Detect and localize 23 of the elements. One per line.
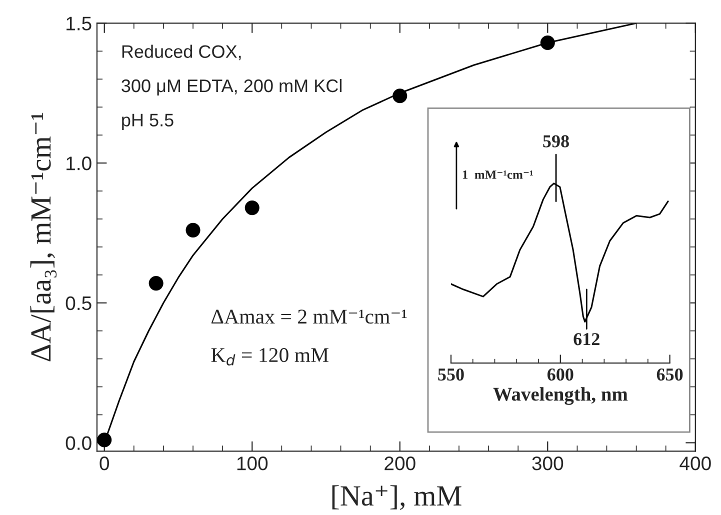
- annotation: 598: [543, 135, 569, 148]
- x-tick-label: 200: [384, 456, 416, 470]
- annotation: 612: [574, 333, 600, 346]
- x-tick-label: 300: [532, 456, 564, 470]
- annotation: 1 mM⁻¹cm⁻¹: [462, 170, 533, 179]
- x-axis-title: [Na⁺], mM: [332, 485, 462, 510]
- annotation: pH 5.5: [122, 114, 174, 130]
- annotation: Reduced COX,: [122, 44, 241, 60]
- annotation: ΔAmax = 2 mM⁻¹cm⁻¹: [211, 310, 407, 324]
- y-axis-title: ΔA/[aa₃], mM⁻¹cm⁻¹: [30, 112, 57, 362]
- x-tick-label: 100: [237, 456, 268, 470]
- x-tick-label: 600: [547, 368, 574, 381]
- annotation: 300 μM EDTA, 200 mM KCl: [122, 78, 342, 96]
- x-tick-label: 400: [680, 456, 711, 470]
- y-tick-label: 0.0: [66, 436, 92, 450]
- x-tick-label: 550: [438, 368, 464, 381]
- x-axis-title: Wavelength, nm: [493, 387, 628, 405]
- x-tick-label: 0: [100, 456, 110, 470]
- y-tick-label: 0.5: [66, 296, 92, 310]
- y-tick-label: 1.0: [66, 156, 92, 170]
- x-tick-label: 650: [656, 368, 683, 381]
- y-tick-label: 1.5: [66, 16, 92, 30]
- annotation: K$_{d}$ = 120 mM: [211, 348, 328, 366]
